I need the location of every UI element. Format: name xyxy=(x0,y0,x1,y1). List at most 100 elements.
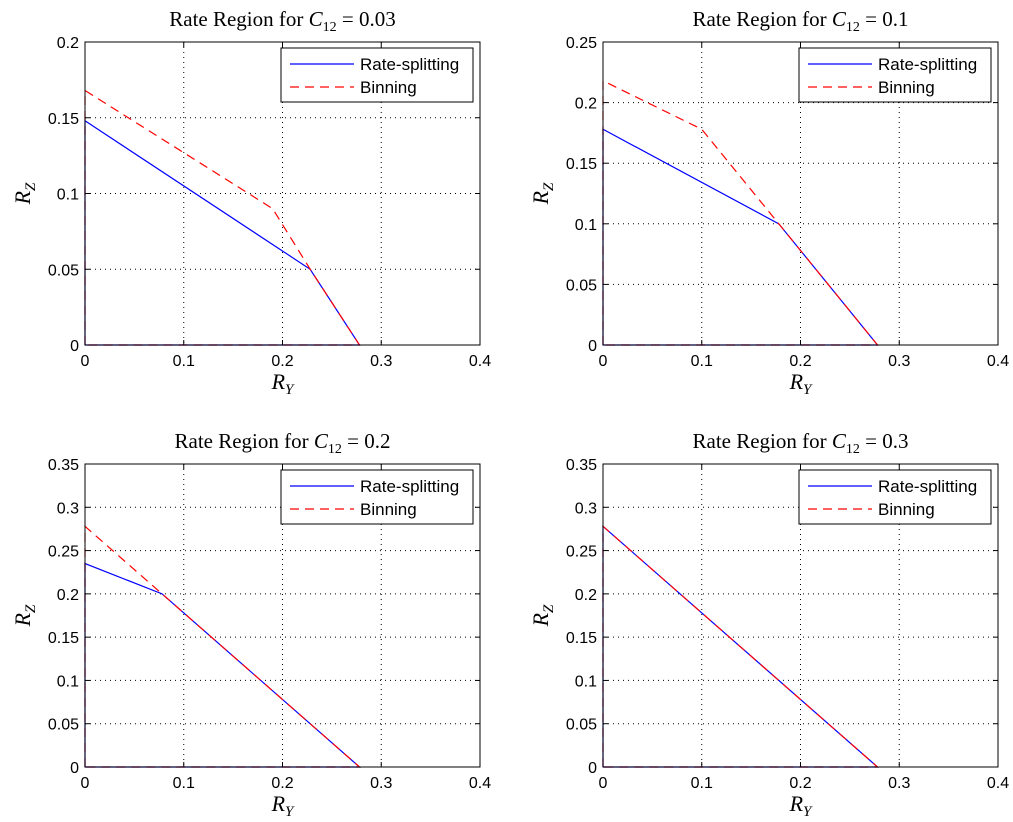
x-tick-label: 0.4 xyxy=(987,353,1009,370)
x-tick-label: 0.3 xyxy=(370,353,392,370)
chart-panel-3: Rate Region for C12 = 0.2 0 0.1 0.2 0.3 0.4 0 0… xyxy=(0,422,500,822)
chart-title: Rate Region for C12 = 0.1 xyxy=(693,7,909,35)
x-tick-label: 0.4 xyxy=(987,775,1009,792)
y-axis-label: RZ xyxy=(528,182,557,205)
title-subscript: 12 xyxy=(328,442,342,457)
x-tick-label: 0 xyxy=(81,775,90,792)
x-axis-subscript: Y xyxy=(285,382,295,398)
x-tick-label: 0.1 xyxy=(691,775,713,792)
legend-label-binning: Binning xyxy=(878,78,935,97)
series-line-rate-splitting xyxy=(84,119,361,346)
y-tick-label: 0 xyxy=(70,760,79,777)
y-tick-label: 0.1 xyxy=(575,673,597,690)
x-tick-label: 0.1 xyxy=(173,353,195,370)
chart-title: Rate Region for C12 = 0.3 xyxy=(693,429,909,457)
legend-label-binning: Binning xyxy=(360,78,417,97)
series-line-binning xyxy=(84,89,361,346)
y-axis-label: RZ xyxy=(10,182,39,205)
x-tick-label: 0.1 xyxy=(173,775,195,792)
y-axis-label: RZ xyxy=(528,604,557,627)
legend-box xyxy=(280,469,474,525)
x-axis-label: RY xyxy=(271,791,295,820)
y-tick-label: 0.05 xyxy=(566,717,597,734)
title-prefix: Rate Region for xyxy=(693,429,832,453)
title-prefix: Rate Region for xyxy=(693,7,832,31)
y-tick-label: 0.15 xyxy=(48,111,79,128)
x-axis-label: RY xyxy=(789,791,813,820)
x-tick-label: 0.3 xyxy=(888,353,910,370)
x-axis-subscript: Y xyxy=(803,804,813,820)
title-subscript: 12 xyxy=(846,20,860,35)
x-tick-label: 0.4 xyxy=(469,775,491,792)
chart-panel-4: Rate Region for C12 = 0.3 0 0.1 0.2 0.3 0.4 0 0… xyxy=(518,422,1013,822)
y-tick-label: 0.35 xyxy=(48,457,79,474)
y-axis-subscript: Z xyxy=(541,604,557,613)
title-subscript: 12 xyxy=(846,442,860,457)
x-tick-label: 0 xyxy=(599,353,608,370)
title-suffix: = 0.2 xyxy=(342,429,391,453)
title-prefix: Rate Region for xyxy=(169,7,308,31)
y-tick-label: 0.25 xyxy=(48,544,79,561)
y-tick-label: 0.35 xyxy=(566,457,597,474)
y-tick-label: 0.15 xyxy=(566,630,597,647)
legend-box xyxy=(798,469,992,525)
x-tick-label: 0.3 xyxy=(370,775,392,792)
title-suffix: = 0.3 xyxy=(860,429,909,453)
title-symbol: C xyxy=(832,429,847,453)
y-tick-label: 0.05 xyxy=(48,717,79,734)
y-tick-label: 0.2 xyxy=(57,35,79,52)
y-axis-subscript: Z xyxy=(541,182,557,191)
x-axis-symbol: R xyxy=(789,369,804,394)
y-tick-label: 0.1 xyxy=(57,673,79,690)
series-line-rate-splitting xyxy=(84,562,362,768)
series-line-binning xyxy=(602,79,879,346)
y-axis-symbol: R xyxy=(528,612,553,627)
y-tick-label: 0.2 xyxy=(575,587,597,604)
x-axis-symbol: R xyxy=(789,791,804,816)
rate-region-chart-4: Rate Region for C12 = 0.3 0 0.1 0.2 0.3 0.4 0 0… xyxy=(528,429,1009,820)
series-line-rate-splitting xyxy=(602,128,879,346)
y-tick-label: 0 xyxy=(588,338,597,355)
chart-panel-1: Rate Region for C12 = 0.03 0 0.1 0.2 0.3 0.4 0… xyxy=(0,0,500,400)
x-tick-label: 0.2 xyxy=(789,353,811,370)
y-tick-label: 0 xyxy=(70,338,79,355)
x-tick-label: 0.4 xyxy=(469,353,491,370)
title-symbol: C xyxy=(832,7,847,31)
rate-region-chart-1: Rate Region for C12 = 0.03 0 0.1 0.2 0.3 0.4 0… xyxy=(10,7,491,398)
chart-title: Rate Region for C12 = 0.2 xyxy=(175,429,391,457)
y-axis-label: RZ xyxy=(10,604,39,627)
legend-box xyxy=(798,47,992,103)
y-tick-label: 0.15 xyxy=(566,156,597,173)
rate-region-chart-3: Rate Region for C12 = 0.2 0 0.1 0.2 0.3 0.4 0 0… xyxy=(10,429,491,820)
y-axis-subscript: Z xyxy=(23,182,39,191)
x-tick-label: 0.1 xyxy=(691,353,713,370)
legend-label-binning: Binning xyxy=(878,500,935,519)
y-tick-label: 0.15 xyxy=(48,630,79,647)
x-tick-label: 0 xyxy=(81,353,90,370)
y-tick-label: 0.05 xyxy=(566,277,597,294)
x-tick-label: 0.2 xyxy=(271,775,293,792)
x-axis-label: RY xyxy=(271,369,295,398)
title-symbol: C xyxy=(309,7,324,31)
x-axis-symbol: R xyxy=(271,369,286,394)
rate-region-chart-2: Rate Region for C12 = 0.1 0 0.1 0.2 0.3 0.4 0 0… xyxy=(528,7,1009,398)
y-axis-symbol: R xyxy=(10,612,35,627)
legend-box xyxy=(280,47,474,103)
legend-label-rate-splitting: Rate-splitting xyxy=(360,55,459,74)
y-tick-label: 0.25 xyxy=(566,544,597,561)
title-subscript: 12 xyxy=(323,20,337,35)
x-tick-label: 0.2 xyxy=(271,353,293,370)
y-axis-symbol: R xyxy=(10,190,35,205)
y-tick-label: 0.3 xyxy=(57,500,79,517)
y-tick-label: 0.05 xyxy=(48,262,79,279)
legend-label-rate-splitting: Rate-splitting xyxy=(878,55,977,74)
chart-panel-2: Rate Region for C12 = 0.1 0 0.1 0.2 0.3 0.4 0 0… xyxy=(518,0,1013,400)
y-tick-label: 0.1 xyxy=(57,187,79,204)
title-suffix: = 0.03 xyxy=(337,7,396,31)
x-tick-label: 0.2 xyxy=(789,775,811,792)
legend-label-rate-splitting: Rate-splitting xyxy=(878,477,977,496)
x-axis-symbol: R xyxy=(271,791,286,816)
y-tick-label: 0.3 xyxy=(575,500,597,517)
title-suffix: = 0.1 xyxy=(860,7,909,31)
legend-label-rate-splitting: Rate-splitting xyxy=(360,477,459,496)
